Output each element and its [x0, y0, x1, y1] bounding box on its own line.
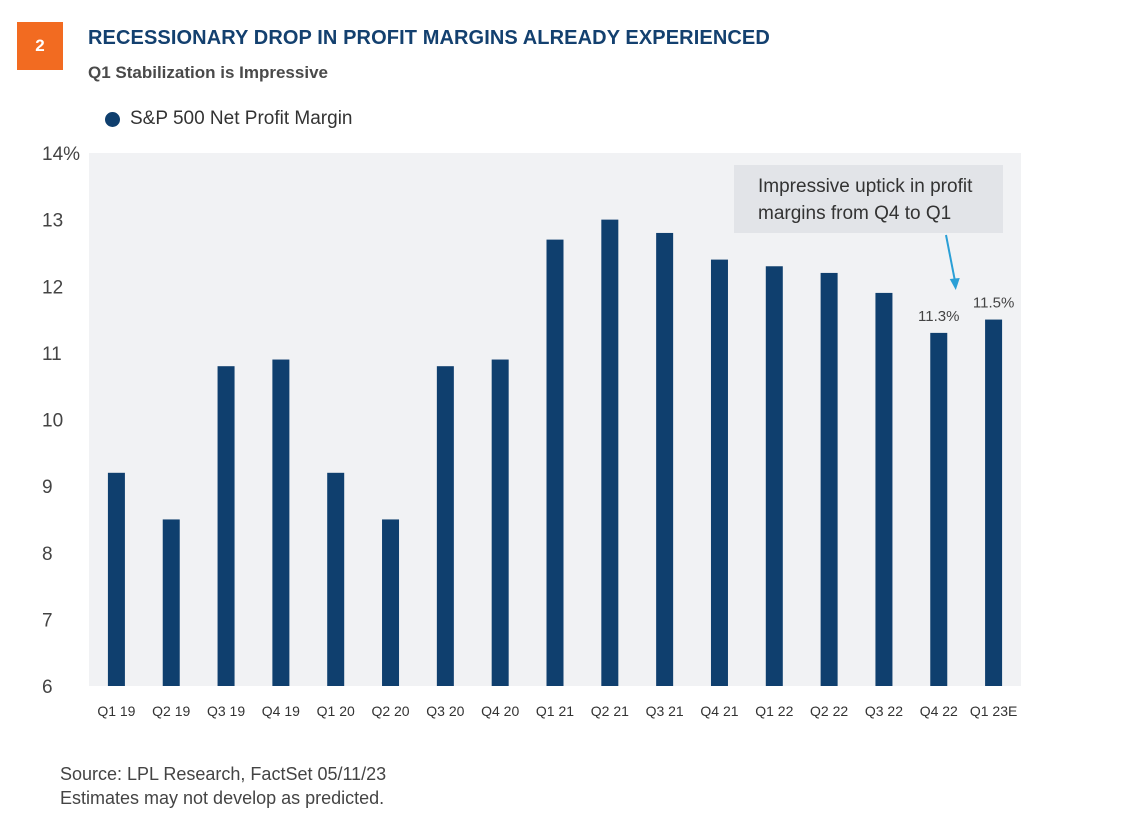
- bars-group: [107, 219, 1003, 687]
- x-tick-label: Q2 22: [810, 703, 848, 719]
- x-axis-ticks: Q1 19 Q2 19 Q3 19 Q4 19 Q1 20 Q2 20 Q3 20 Q4 20…: [97, 703, 1017, 719]
- bar-q3-22: [875, 292, 893, 686]
- legend-label: S&P 500 Net Profit Margin: [130, 108, 353, 129]
- x-tick-label: Q4 21: [700, 703, 738, 719]
- bar-q4-20: [491, 359, 509, 686]
- bar-q1-23e: [985, 319, 1003, 686]
- bar-q1-19: [107, 472, 125, 686]
- bar-q1-21: [546, 239, 564, 687]
- bar-q4-21: [710, 259, 728, 686]
- x-tick-label: Q3 19: [207, 703, 245, 719]
- bar-q4-19: [272, 359, 290, 686]
- bar-q2-21: [601, 219, 619, 686]
- x-tick-label: Q1 20: [317, 703, 355, 719]
- y-tick-label: 9: [42, 477, 53, 498]
- y-tick-label: 12: [42, 277, 63, 298]
- legend: S&P 500 Net Profit Margin: [105, 108, 352, 130]
- x-tick-label: Q1 21: [536, 703, 574, 719]
- bar-q3-21: [656, 232, 674, 686]
- annotation-text: Impressive uptick in profit margins from…: [758, 173, 998, 227]
- y-tick-label: 6: [42, 677, 53, 698]
- data-label: 11.3%: [918, 308, 959, 325]
- bar-q4-22: [930, 332, 948, 686]
- bar-q2-22: [820, 272, 838, 686]
- x-tick-label: Q1 19: [97, 703, 135, 719]
- bar-q2-20: [382, 519, 400, 686]
- annotation-arrowhead: [949, 278, 960, 290]
- y-axis-ticks: 6 7 8 9 10 11 12 13 14%: [42, 144, 80, 698]
- y-tick-label: 10: [42, 411, 63, 432]
- legend-swatch: [105, 111, 120, 127]
- x-tick-label: Q3 22: [865, 703, 903, 719]
- bar-q3-20: [436, 366, 454, 686]
- source-note: Source: LPL Research, FactSet 05/11/23 E…: [60, 762, 386, 810]
- annotation-arrow: [945, 234, 956, 281]
- data-label: 11.5%: [973, 295, 1014, 312]
- data-labels: 11.3% 11.5%: [918, 295, 1014, 325]
- x-tick-label: Q4 19: [262, 703, 300, 719]
- chart-title: RECESSIONARY DROP IN PROFIT MARGINS ALRE…: [88, 27, 770, 49]
- x-tick-label: Q2 21: [591, 703, 629, 719]
- x-tick-label: Q1 23E: [970, 703, 1017, 719]
- bar-q1-20: [327, 472, 345, 686]
- y-tick-label: 11: [42, 344, 62, 365]
- annotation-line-1: Impressive uptick in profit: [758, 176, 973, 197]
- y-tick-label: 7: [42, 610, 53, 631]
- y-tick-label: 8: [42, 544, 53, 565]
- bar-chart: 6 7 8 9 10 11 12 13 14% Q1 19 Q2 19 Q3 19 Q4 19 Q1 2…: [42, 144, 1021, 719]
- y-tick-label: 13: [42, 211, 63, 232]
- bar-q1-22: [765, 266, 783, 686]
- x-tick-label: Q2 19: [152, 703, 190, 719]
- annotation-arrow-layer: [945, 234, 960, 290]
- bar-q3-19: [217, 366, 235, 686]
- bar-q2-19: [162, 519, 180, 686]
- chart-subtitle: Q1 Stabilization is Impressive: [88, 63, 328, 82]
- disclaimer-line: Estimates may not develop as predicted.: [60, 788, 385, 808]
- x-tick-label: Q3 21: [646, 703, 684, 719]
- x-tick-label: Q1 22: [755, 703, 793, 719]
- annotation-box: [734, 165, 1003, 233]
- chart-number-badge: 2: [17, 22, 63, 70]
- y-tick-label: 14%: [42, 144, 80, 165]
- x-tick-label: Q4 22: [920, 703, 958, 719]
- source-line: Source: LPL Research, FactSet 05/11/23: [60, 764, 387, 784]
- x-tick-label: Q2 20: [371, 703, 409, 719]
- x-tick-label: Q4 20: [481, 703, 519, 719]
- x-tick-label: Q3 20: [426, 703, 464, 719]
- annotation-line-2: margins from Q4 to Q1: [758, 203, 952, 224]
